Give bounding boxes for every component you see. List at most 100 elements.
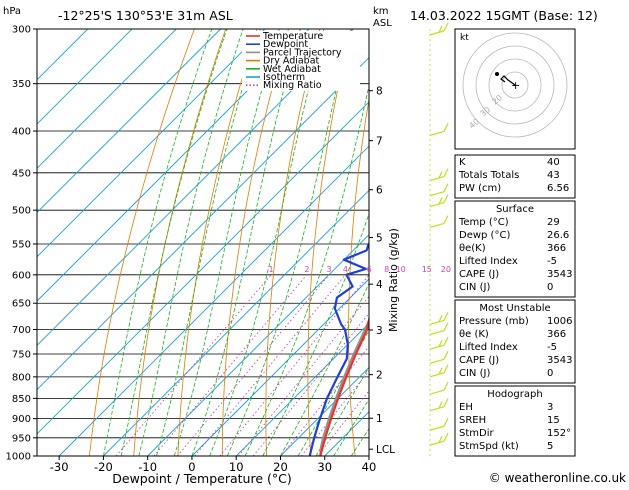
wet-adiabat-8: [226, 29, 352, 456]
indices-row-value: 40: [547, 157, 560, 168]
wind-barb: [429, 194, 449, 208]
surface-row-label: Dewp (°C): [459, 230, 510, 241]
pressure-tick-label: 550: [12, 239, 31, 250]
hodograph-table-row-label: EH: [459, 402, 473, 413]
most-unstable-row-value: -5: [547, 342, 557, 353]
dry-adiabat-380: [601, 29, 629, 456]
wind-barb: [429, 417, 449, 431]
legend-item-label: Dry Adiabat: [263, 56, 320, 67]
wind-barb: [429, 432, 449, 446]
most-unstable-table: Most Unstable Pressure (mb) 1006 θe (K) 366 L…: [454, 299, 576, 384]
most-unstable-title: Most Unstable: [479, 303, 550, 314]
isotherm-20: [280, 366, 369, 456]
mixing-ratio-line-3: [177, 274, 330, 456]
location-title: -12°25'S 130°53'E 31m ASL: [58, 8, 233, 23]
hodograph-ring: [501, 71, 529, 99]
hodograph-center-mark: +: [511, 79, 520, 92]
pressure-tick-label: 750: [12, 349, 31, 360]
legend-background: [242, 31, 360, 91]
most-unstable-row-label: CAPE (J): [459, 355, 499, 366]
pressure-tick-label: 300: [12, 25, 31, 36]
isotherm-10: [235, 322, 369, 456]
mixing-ratio-line-20: [301, 370, 369, 456]
parcel-trajectory-line: [319, 318, 369, 456]
hodograph-table-row-value: 15: [547, 415, 560, 426]
height-tick-label: 6: [376, 185, 383, 197]
sounding-lines: [308, 242, 369, 456]
surface-row-value: 366: [547, 243, 566, 254]
surface-frame: [454, 200, 576, 298]
indices-row-value: 6.56: [547, 183, 569, 194]
wet-adiabat-28: [315, 366, 369, 456]
pressure-tick-label: 350: [12, 79, 31, 90]
wet-adiabat-0: [191, 29, 301, 456]
mixing-ratio-label: 4: [343, 265, 348, 274]
temperature-tick-label: 10: [229, 460, 244, 474]
surface-row-value: -5: [547, 256, 557, 267]
mixing-ratio-label: 2: [304, 265, 309, 274]
hodograph-frame: [454, 28, 576, 150]
wind-barb: [429, 123, 449, 137]
dry-adiabat-250: [89, 29, 195, 456]
wet-adiabat--20: [103, 29, 213, 456]
wind-barb: [429, 312, 449, 325]
wet-adiabat-32: [333, 398, 369, 456]
isotherm--90: [37, 29, 221, 214]
legend-item-label: Temperature: [262, 31, 323, 42]
pressure-tick-label: 1000: [6, 452, 31, 463]
hodograph-storm-motion: [495, 72, 499, 76]
isotherm--70: [37, 29, 310, 302]
isotherm--80: [37, 29, 266, 258]
pressure-tick-label: 400: [12, 127, 31, 138]
indices-row-label: PW (cm): [459, 183, 501, 194]
isotherm--40: [37, 101, 369, 435]
hodograph-ring: [475, 45, 555, 125]
mixing-ratio-label: 8: [384, 265, 389, 274]
temperature-tick-label: -30: [50, 460, 69, 474]
indices-row-value: 43: [547, 170, 560, 181]
height-tick-label: 8: [376, 86, 383, 98]
km-axis-label: km: [373, 6, 389, 17]
mixing-ratio-axis-title: Mixing Ratio (g/kg): [387, 228, 400, 332]
indices-frame: [454, 154, 576, 199]
asl-axis-label: ASL: [373, 18, 392, 29]
height-tick-label: 1: [376, 413, 383, 425]
height-axis: 8 7 6 5 4 3 2 1 LCL: [368, 29, 395, 456]
wind-barb: [429, 22, 449, 36]
surface-row-label: Temp (°C): [458, 217, 509, 228]
pressure-tick-label: 450: [12, 168, 31, 179]
wind-barb: [429, 336, 449, 350]
hpa-axis-label: hPa: [3, 6, 21, 17]
most-unstable-row-value: 3543: [547, 355, 572, 366]
wet-adiabat--4: [173, 29, 280, 456]
wind-barbs: [429, 22, 449, 456]
surface-table: Surface Temp (°C) 29 Dewp (°C) 26.6 θe(K) 366 L…: [454, 200, 576, 298]
pressure-tick-label: 500: [12, 206, 31, 217]
hodograph-rings: [462, 32, 568, 138]
hodograph-table-title: Hodograph: [487, 389, 542, 400]
temperature-tick-label: 0: [188, 460, 195, 474]
most-unstable-row-value: 1006: [547, 316, 572, 327]
pressure-tick-label: 700: [12, 325, 31, 336]
temperature-tick-label: 30: [317, 460, 332, 474]
most-unstable-row-label: Lifted Index: [459, 342, 518, 353]
surface-row-label: θe(K): [459, 243, 486, 254]
height-tick-label: 3: [376, 325, 383, 337]
pressure-tick-label: 950: [12, 433, 31, 444]
height-tick-label: 4: [376, 279, 383, 291]
indices-row-label: Totals Totals: [458, 170, 519, 181]
mixing-ratio-line-15: [280, 345, 369, 456]
wind-barb: [429, 168, 449, 182]
dry-adiabat-270: [177, 29, 258, 456]
temperature-tick-label: -10: [138, 460, 157, 474]
legend-item-label: Parcel Trajectory: [263, 47, 342, 58]
plot-background: [37, 29, 629, 456]
most-unstable-row-value: 366: [547, 329, 566, 340]
wind-barb: [429, 381, 449, 395]
surface-row-value: 3543: [547, 269, 572, 280]
surface-row-label: CAPE (J): [459, 269, 499, 280]
legend-item-label: Wet Adiabat: [263, 64, 321, 75]
